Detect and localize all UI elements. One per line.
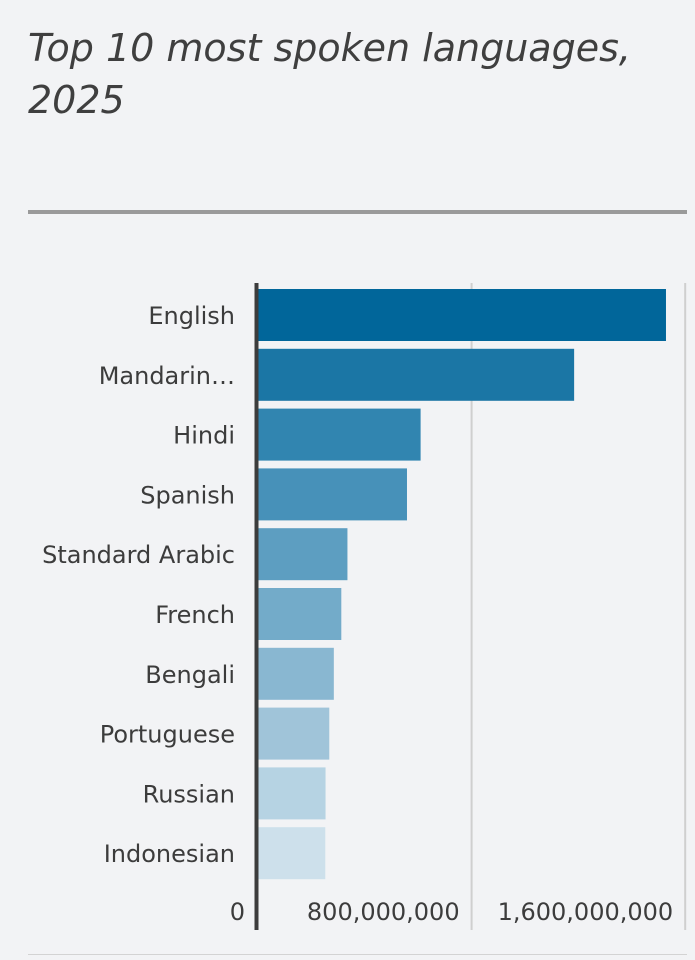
bar-5[interactable] (258, 588, 342, 640)
category-label-4: Standard Arabic (42, 541, 235, 569)
category-label-9: Indonesian (104, 840, 235, 868)
bottom-divider (28, 954, 687, 955)
bar-6[interactable] (258, 647, 334, 700)
category-label-6: Bengali (145, 661, 235, 689)
bar-3[interactable] (258, 468, 407, 521)
category-label-0: English (148, 302, 235, 330)
category-label-1: Mandarin… (99, 362, 235, 390)
category-label-3: Spanish (140, 481, 235, 509)
category-label-2: Hindi (173, 422, 235, 450)
bar-7[interactable] (258, 707, 330, 760)
title-divider (28, 210, 687, 214)
bars (258, 289, 666, 880)
category-label-5: French (155, 601, 235, 629)
tick-labels: 0 800,000,000 1,600,000,000 (230, 898, 673, 926)
category-label-7: Portuguese (100, 721, 235, 749)
category-label-8: Russian (143, 780, 235, 808)
bar-9[interactable] (258, 827, 326, 880)
bar-8[interactable] (258, 767, 326, 820)
bar-2[interactable] (258, 408, 421, 461)
bar-0[interactable] (258, 289, 666, 341)
chart-title: Top 10 most spoken languages, 2025 (28, 26, 631, 122)
category-labels: English Mandarin… Hindi Spanish Standard Ara… (42, 302, 235, 868)
x-tick-label-0: 0 (230, 898, 245, 926)
x-tick-label-1: 800,000,000 (307, 898, 460, 926)
bar-4[interactable] (258, 528, 348, 581)
bar-1[interactable] (258, 348, 575, 401)
x-tick-label-2: 1,600,000,000 (498, 898, 674, 926)
